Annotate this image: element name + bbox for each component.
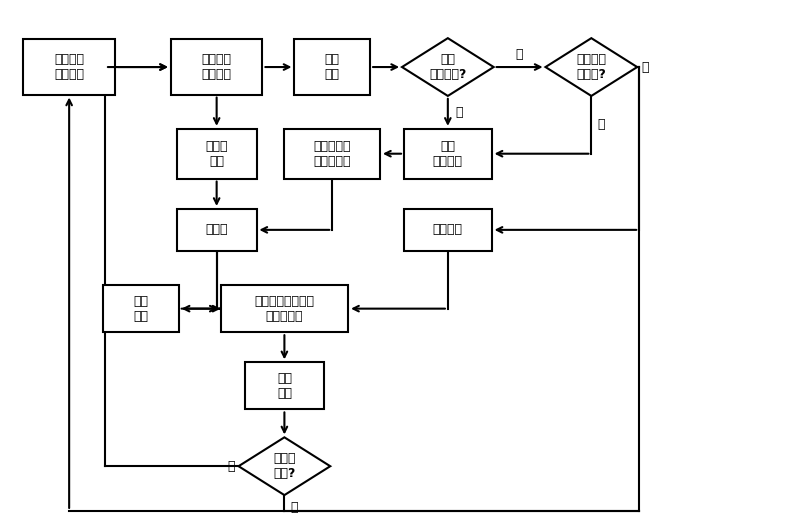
- Text: 多普勒
补偿: 多普勒 补偿: [206, 140, 228, 168]
- FancyBboxPatch shape: [103, 285, 178, 332]
- Text: 否: 否: [456, 106, 463, 119]
- Text: 判选准则: 判选准则: [433, 223, 463, 237]
- Text: 时间
反向: 时间 反向: [134, 295, 149, 323]
- Text: 帧数据
结束?: 帧数据 结束?: [273, 452, 296, 480]
- Text: 双向时频域均衡联
合处理算法: 双向时频域均衡联 合处理算法: [254, 295, 314, 323]
- FancyBboxPatch shape: [285, 129, 380, 178]
- Text: 否: 否: [598, 118, 606, 131]
- FancyBboxPatch shape: [245, 362, 324, 410]
- Text: 信道
估计: 信道 估计: [325, 53, 340, 81]
- FancyBboxPatch shape: [177, 209, 257, 251]
- Text: 块同步头
时频同步: 块同步头 时频同步: [54, 53, 84, 81]
- Polygon shape: [238, 437, 330, 495]
- Text: 更新
参考信道: 更新 参考信道: [433, 140, 463, 168]
- FancyBboxPatch shape: [404, 129, 492, 178]
- Text: 帧数据: 帧数据: [206, 223, 228, 237]
- Polygon shape: [546, 38, 637, 96]
- FancyBboxPatch shape: [404, 209, 492, 251]
- FancyBboxPatch shape: [294, 40, 370, 95]
- Text: 否: 否: [227, 460, 234, 473]
- FancyBboxPatch shape: [23, 40, 115, 95]
- Polygon shape: [402, 38, 494, 96]
- FancyBboxPatch shape: [170, 40, 262, 95]
- Text: 是: 是: [516, 48, 523, 61]
- Text: 与参考信
道相干?: 与参考信 道相干?: [576, 53, 606, 81]
- FancyBboxPatch shape: [177, 129, 257, 178]
- FancyBboxPatch shape: [221, 285, 348, 332]
- Text: 结果
输出: 结果 输出: [277, 372, 292, 400]
- Text: 是: 是: [290, 502, 298, 514]
- Text: 已有
参考信道?: 已有 参考信道?: [429, 53, 466, 81]
- Text: 是: 是: [641, 61, 649, 73]
- Text: 时域均衡器
计算量估计: 时域均衡器 计算量估计: [314, 140, 351, 168]
- Text: 帧同步头
时频同步: 帧同步头 时频同步: [202, 53, 232, 81]
